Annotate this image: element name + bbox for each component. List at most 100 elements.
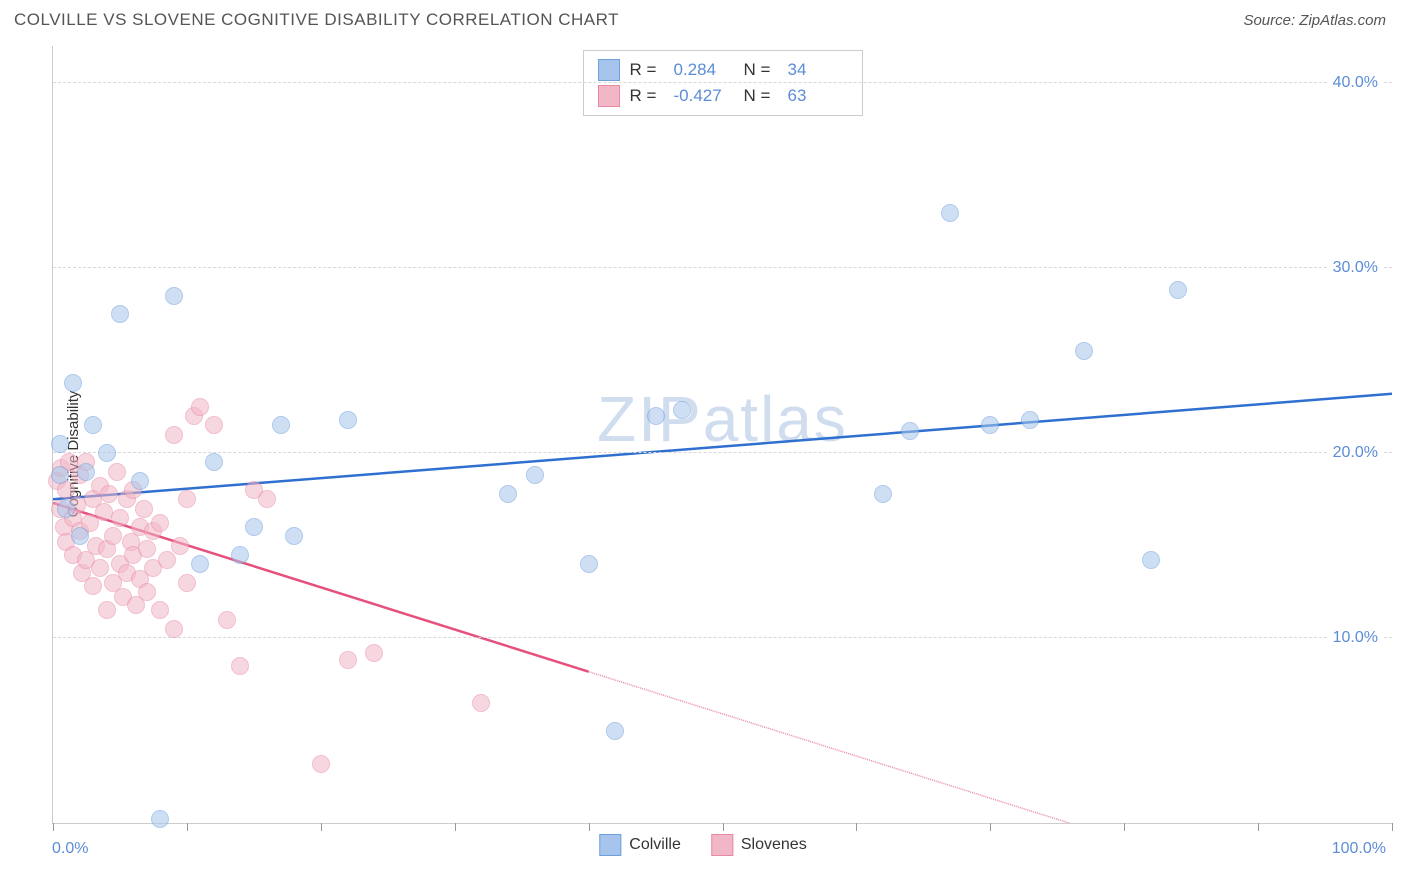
x-tick [53,823,54,831]
data-point [941,204,959,222]
data-point [165,426,183,444]
legend-label-slovenes: Slovenes [741,836,807,854]
x-tick [1392,823,1393,831]
data-point [272,416,290,434]
data-point [100,485,118,503]
data-point [1075,342,1093,360]
data-point [526,466,544,484]
data-point [205,453,223,471]
swatch-colville [599,834,621,856]
data-point [981,416,999,434]
data-point [51,435,69,453]
y-tick-label: 20.0% [1329,444,1382,462]
data-point [191,555,209,573]
data-point [98,601,116,619]
n-value-slovenes: 63 [788,86,848,106]
gridline [53,637,1392,638]
data-point [84,577,102,595]
data-point [104,527,122,545]
data-point [245,518,263,536]
data-point [165,620,183,638]
x-axis-min-label: 0.0% [52,840,88,858]
data-point [205,416,223,434]
data-point [91,559,109,577]
r-label: R = [630,86,664,106]
x-tick [589,823,590,831]
data-point [151,810,169,828]
r-label: R = [630,60,664,80]
data-point [131,472,149,490]
legend-item-colville: Colville [599,834,681,856]
data-point [901,422,919,440]
data-point [98,444,116,462]
legend-item-slovenes: Slovenes [711,834,807,856]
data-point [606,722,624,740]
data-point [178,490,196,508]
legend-row-slovenes: R = -0.427 N = 63 [598,83,848,109]
gridline [53,267,1392,268]
data-point [158,551,176,569]
x-tick [321,823,322,831]
gridline [53,452,1392,453]
x-tick [1258,823,1259,831]
x-tick [1124,823,1125,831]
data-point [71,527,89,545]
data-point [77,463,95,481]
x-tick [455,823,456,831]
data-point [51,466,69,484]
data-point [165,287,183,305]
r-value-colville: 0.284 [674,60,734,80]
y-tick-label: 40.0% [1329,74,1382,92]
data-point [111,305,129,323]
data-point [84,416,102,434]
data-point [1021,411,1039,429]
data-point [285,527,303,545]
n-label: N = [744,86,778,106]
data-point [151,601,169,619]
data-point [108,463,126,481]
data-point [580,555,598,573]
data-point [111,509,129,527]
swatch-slovenes [598,85,620,107]
x-tick [856,823,857,831]
series-legend: Colville Slovenes [599,834,806,856]
data-point [874,485,892,503]
chart-header: COLVILLE VS SLOVENE COGNITIVE DISABILITY… [0,0,1406,36]
data-point [499,485,517,503]
gridline [53,82,1392,83]
data-point [191,398,209,416]
data-point [673,401,691,419]
data-point [64,374,82,392]
r-value-slovenes: -0.427 [674,86,734,106]
data-point [339,411,357,429]
data-point [231,546,249,564]
data-point [138,583,156,601]
chart-title: COLVILLE VS SLOVENE COGNITIVE DISABILITY… [14,10,619,30]
swatch-slovenes [711,834,733,856]
data-point [365,644,383,662]
x-axis-max-label: 100.0% [1332,840,1386,858]
data-point [339,651,357,669]
data-point [171,537,189,555]
x-tick [187,823,188,831]
data-point [231,657,249,675]
x-tick [990,823,991,831]
source-attribution: Source: ZipAtlas.com [1243,12,1386,29]
y-tick-label: 30.0% [1329,259,1382,277]
legend-label-colville: Colville [629,836,681,854]
plot-region: ZIPatlas R = 0.284 N = 34 R = -0.427 N =… [52,46,1392,824]
data-point [647,407,665,425]
data-point [178,574,196,592]
swatch-colville [598,59,620,81]
data-point [151,514,169,532]
data-point [138,540,156,558]
data-point [218,611,236,629]
n-label: N = [744,60,778,80]
n-value-colville: 34 [788,60,848,80]
chart-area: Cognitive Disability ZIPatlas R = 0.284 … [14,46,1392,862]
data-point [1169,281,1187,299]
data-point [1142,551,1160,569]
legend-row-colville: R = 0.284 N = 34 [598,57,848,83]
watermark: ZIPatlas [597,382,848,456]
y-tick-label: 10.0% [1329,629,1382,647]
